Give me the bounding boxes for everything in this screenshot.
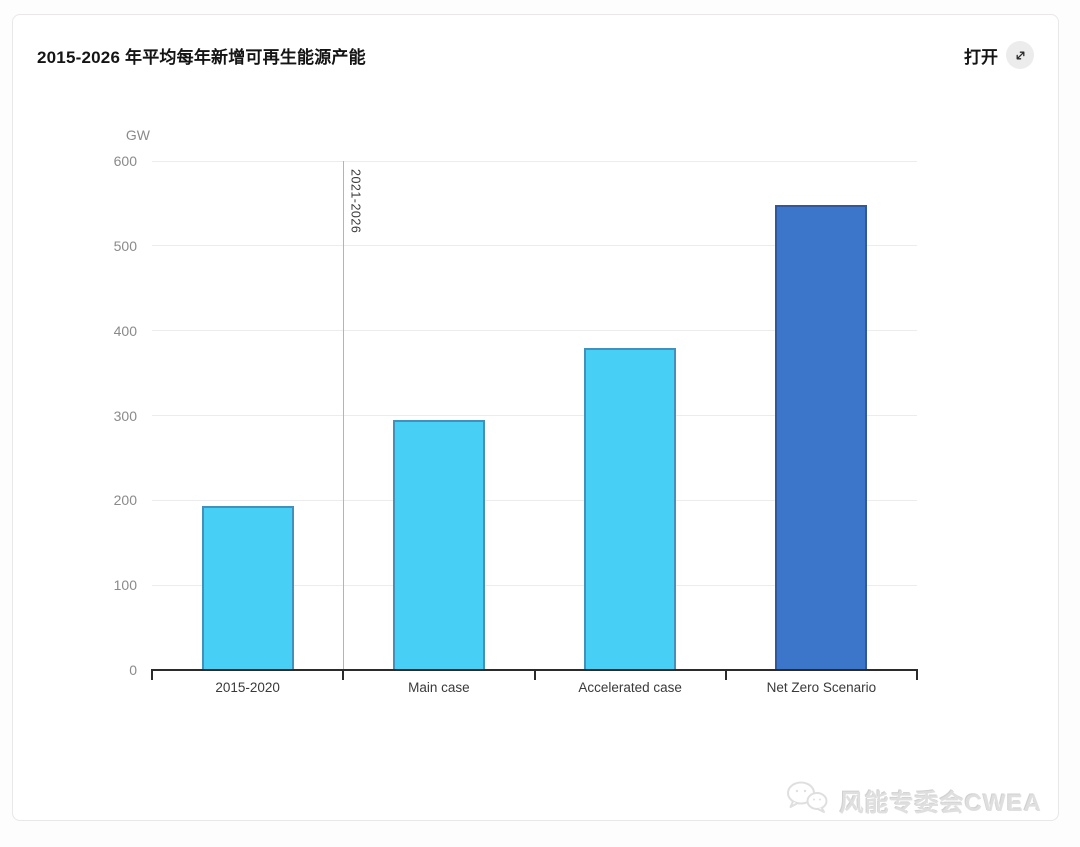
- card-header: 2015-2026 年平均每年新增可再生能源产能 打开: [37, 37, 1034, 73]
- bar-accelerated-case[interactable]: [584, 347, 677, 670]
- bar-2015-2020[interactable]: [201, 506, 294, 670]
- y-tick-label-600: 600: [113, 153, 137, 169]
- y-tick-label-300: 300: [113, 407, 137, 424]
- x-category-label-2: Accelerated case: [578, 680, 682, 695]
- gridline-100: [152, 584, 917, 586]
- y-tick-label-100: 100: [113, 577, 137, 594]
- x-category-label-0: 2015-2020: [215, 680, 280, 695]
- open-control: 打开: [964, 41, 1034, 69]
- y-tick-label-400: 400: [113, 322, 137, 339]
- x-axis-tick-4: [916, 669, 918, 680]
- x-axis-tick-1: [342, 669, 345, 680]
- expand-diagonal-arrow-icon: [1014, 49, 1027, 62]
- period-divider-line: [342, 161, 344, 670]
- open-button-label: 打开: [964, 47, 998, 67]
- y-tick-label-200: 200: [113, 492, 137, 509]
- x-axis-tick-2: [533, 669, 536, 680]
- chart-title: 2015-2026 年平均每年新增可再生能源产能: [37, 47, 366, 67]
- y-axis-unit-label: GW: [125, 127, 150, 143]
- x-category-label-3: Net Zero Scenario: [766, 680, 877, 695]
- gridline-600: [152, 160, 917, 162]
- y-tick-label-500: 500: [113, 237, 137, 254]
- bar-net-zero-scenario[interactable]: [775, 205, 868, 670]
- bar-main-case[interactable]: [392, 419, 485, 670]
- chart-card: 2015-2026 年平均每年新增可再生能源产能 打开 GW: [12, 14, 1059, 821]
- x-axis-tick-0: [151, 669, 153, 680]
- x-axis-tick-3: [724, 669, 727, 680]
- gridline-200: [152, 499, 917, 501]
- y-tick-label-0: 0: [129, 662, 137, 678]
- gridline-400: [152, 330, 917, 332]
- gridline-500: [152, 245, 917, 247]
- x-category-label-1: Main case: [408, 680, 470, 695]
- period-divider-label: 2021-2026: [348, 169, 363, 234]
- open-expand-button[interactable]: [1006, 41, 1034, 69]
- gridline-300: [152, 415, 917, 416]
